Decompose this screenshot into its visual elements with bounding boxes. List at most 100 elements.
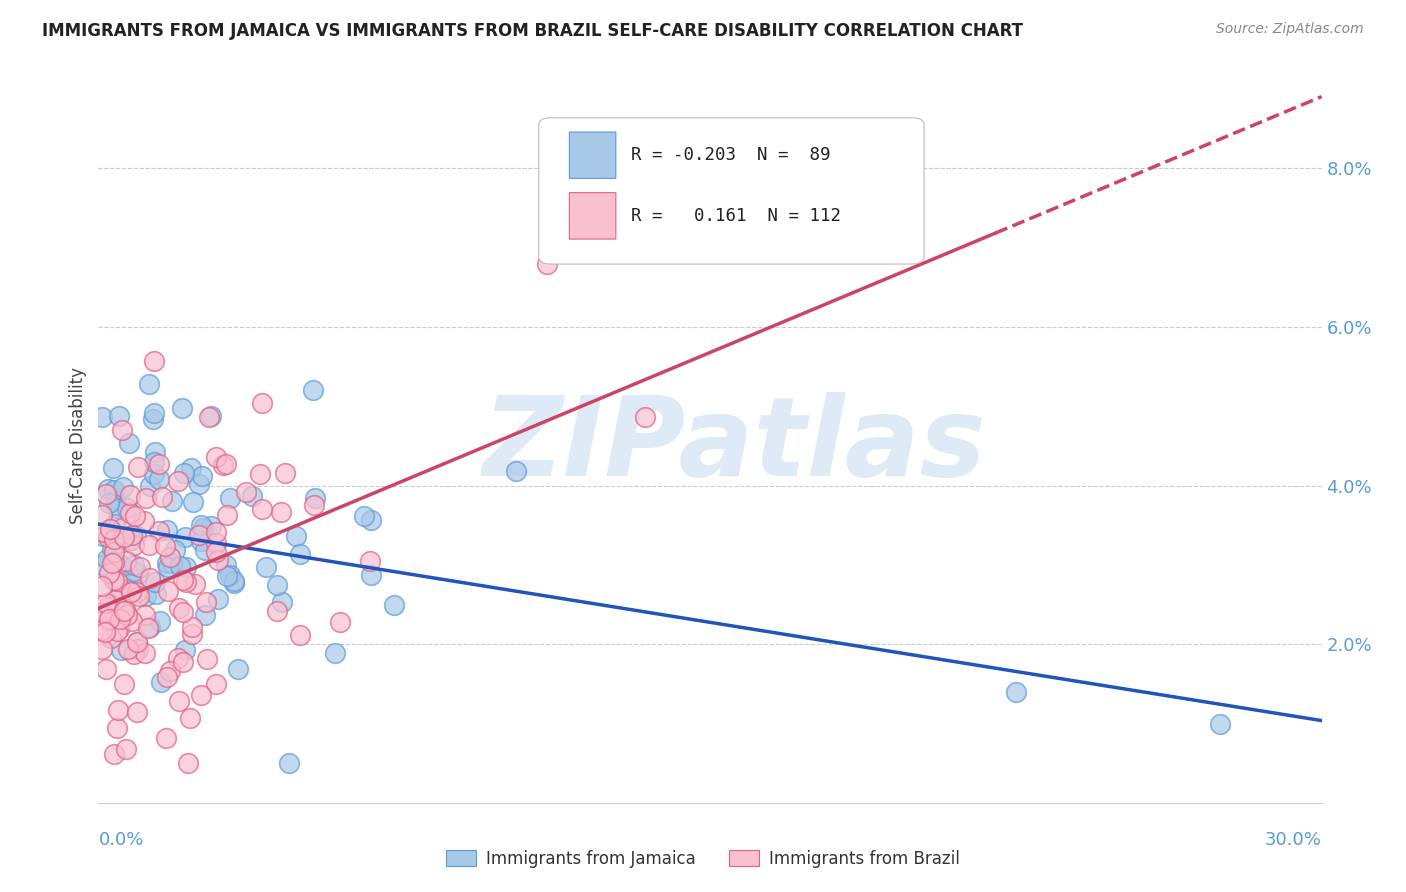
Point [91,529,114,543]
Point [103,532,125,546]
Point [145,587,167,601]
Legend: Immigrants from Jamaica, Immigrants from Brazil: Immigrants from Jamaica, Immigrants from… [439,844,967,875]
Point [288,547,311,561]
Point [103,747,125,762]
Text: 30.0%: 30.0% [1265,831,1322,849]
Point [167,601,190,615]
Point [108,581,131,595]
Point [200,519,222,533]
Point [250,396,273,410]
Point [166,651,188,665]
Point [190,534,212,549]
Point [240,489,263,503]
Point [100,541,122,556]
Point [108,622,131,636]
Point [179,711,201,725]
Point [98,496,121,510]
Point [212,458,235,472]
Point [249,467,271,481]
Point [112,604,135,618]
Point [162,493,184,508]
Point [174,575,197,590]
Point [325,646,347,660]
Point [105,500,128,515]
Point [132,514,155,528]
Point [172,401,194,416]
Point [128,590,150,604]
Point [1209,716,1232,731]
Point [166,474,188,488]
Point [176,756,198,771]
Point [207,592,229,607]
Point [172,573,194,587]
Point [200,409,222,424]
Text: Source: ZipAtlas.com: Source: ZipAtlas.com [1216,22,1364,37]
Text: R = -0.203  N =  89: R = -0.203 N = 89 [630,146,830,164]
Point [139,479,162,493]
Point [270,505,292,519]
Point [118,436,141,450]
Point [1004,685,1026,699]
Point [118,583,141,598]
Point [103,573,125,587]
Point [127,641,149,656]
Point [134,646,156,660]
Point [536,257,558,271]
Point [329,615,352,629]
Point [122,564,145,578]
Point [127,585,149,599]
Point [91,578,114,592]
Point [101,556,124,570]
Point [159,664,181,678]
Point [156,560,179,574]
Point [353,508,375,523]
Point [190,688,212,702]
Point [250,501,273,516]
Point [156,557,179,571]
Point [156,523,179,537]
Point [91,606,114,620]
Point [91,558,114,572]
Point [104,493,127,508]
Point [226,662,249,676]
Point [96,551,118,566]
Point [127,635,149,649]
Point [149,675,172,690]
Point [94,596,117,610]
Point [173,643,195,657]
Point [266,578,288,592]
Point [100,631,122,645]
Point [111,423,134,437]
Point [129,560,152,574]
Point [98,566,121,581]
Point [266,604,288,618]
Point [103,461,125,475]
Point [111,559,134,574]
Point [135,491,157,506]
Point [142,354,165,368]
Point [222,574,245,588]
Point [194,607,217,622]
Point [215,457,238,471]
Point [207,552,229,566]
Point [122,558,145,572]
Point [148,457,170,471]
Point [104,593,127,607]
Point [142,467,165,481]
Point [135,589,157,603]
Point [288,627,311,641]
Point [114,531,136,545]
Point [134,608,156,623]
Point [91,623,114,637]
Point [204,524,226,539]
Point [169,559,191,574]
Point [110,643,132,657]
Point [165,543,187,558]
Point [136,621,159,635]
Point [98,522,121,536]
Point [254,559,277,574]
Point [118,506,141,520]
Point [193,521,215,535]
Point [172,605,194,619]
Point [93,525,115,540]
